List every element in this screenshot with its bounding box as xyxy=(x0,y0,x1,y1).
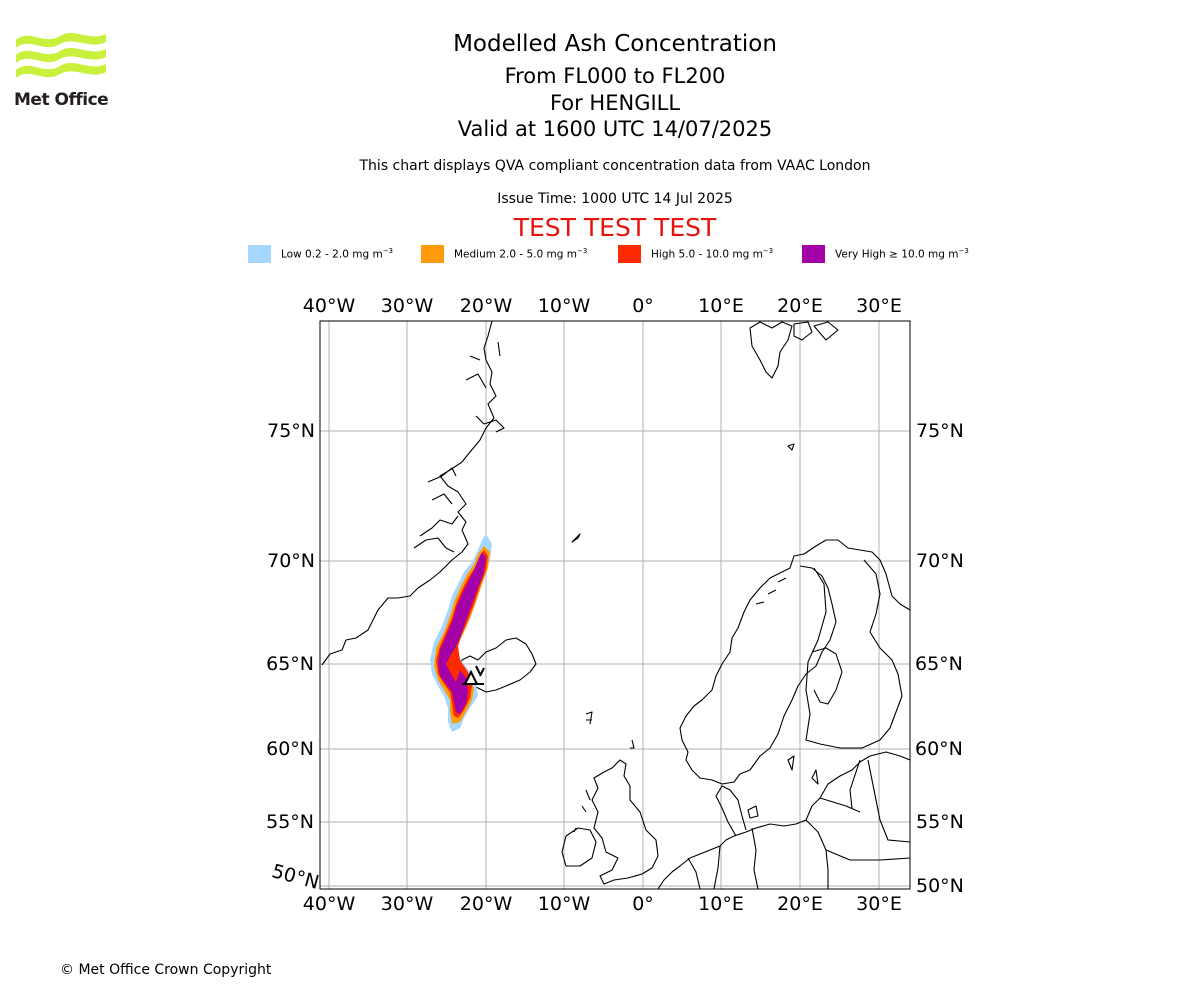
lon-label: 20°W xyxy=(460,893,513,915)
chart-title: Modelled Ash Concentration xyxy=(453,31,777,57)
greenland-coast xyxy=(321,321,497,666)
gotland xyxy=(787,755,819,785)
lat-labels-right: 75°N 70°N 65°N 60°N 55°N 50°N xyxy=(915,420,964,897)
lat-label: 70°N xyxy=(916,550,964,572)
europe-coast xyxy=(657,751,910,889)
lon-label: 20°E xyxy=(777,893,823,915)
denmark-coast xyxy=(715,785,759,837)
legend-item-medium: Medium 2.0 - 5.0 mg m−3 xyxy=(421,244,587,264)
lat-label: 60°N xyxy=(915,738,963,760)
lon-label: 10°W xyxy=(538,295,591,317)
met-office-logo: Met Office xyxy=(14,30,110,114)
country-borders xyxy=(687,759,910,889)
lat-label: 55°N xyxy=(916,811,964,833)
faroe-islands xyxy=(585,711,593,725)
legend-item-high: High 5.0 - 10.0 mg m−3 xyxy=(618,244,773,264)
volcano-triangle-icon xyxy=(462,665,485,685)
lon-label: 10°E xyxy=(698,295,744,317)
lon-label: 20°E xyxy=(777,295,823,317)
lon-label: 20°W xyxy=(460,295,513,317)
lon-label: 30°E xyxy=(856,295,902,317)
lon-label: 30°W xyxy=(381,295,434,317)
flight-level-range: From FL000 to FL200 xyxy=(504,64,726,88)
lofoten xyxy=(755,577,787,605)
greenland-fjords xyxy=(413,341,505,553)
met-office-waves-logo xyxy=(16,33,106,78)
britain-coast xyxy=(591,759,659,885)
lon-labels-bottom: 40°W 30°W 20°W 10°W 0° 10°E 20°E 30°E xyxy=(303,893,902,915)
valid-time: Valid at 1600 UTC 14/07/2025 xyxy=(457,117,773,141)
map-content xyxy=(320,321,910,889)
issue-time: Issue Time: 1000 UTC 14 Jul 2025 xyxy=(497,191,733,207)
lat-label: 60°N xyxy=(266,738,314,760)
legend-label-low: Low 0.2 - 2.0 mg m−3 xyxy=(281,247,394,261)
legend-label-very-high: Very High ≥ 10.0 mg m−3 xyxy=(835,247,969,261)
legend-item-very-high: Very High ≥ 10.0 mg m−3 xyxy=(802,244,969,264)
map-frame xyxy=(319,320,911,890)
lat-label: 55°N xyxy=(266,811,314,833)
lon-labels-top: 40°W 30°W 20°W 10°W 0° 10°E 20°E 30°E xyxy=(303,295,902,317)
test-banner: TEST TEST TEST xyxy=(513,213,717,242)
norway-coast xyxy=(679,539,910,785)
lon-label: 40°W xyxy=(303,295,356,317)
copyright-notice: © Met Office Crown Copyright xyxy=(60,962,272,978)
hebrides xyxy=(573,789,591,833)
lat-labels-left: 75°N 70°N 65°N 60°N 55°N 50°N xyxy=(266,420,321,894)
lon-label: 0° xyxy=(632,893,654,915)
ash-very-high-area xyxy=(438,552,486,714)
met-office-logo-text: Met Office xyxy=(14,90,109,110)
lon-label: 30°W xyxy=(381,893,434,915)
lat-label: 50°N xyxy=(269,860,321,894)
lat-label: 75°N xyxy=(267,420,315,442)
legend-item-low: Low 0.2 - 2.0 mg m−3 xyxy=(248,244,393,264)
jan-mayen xyxy=(571,533,581,543)
ash-plume xyxy=(430,534,492,732)
iceland-coast xyxy=(457,637,537,693)
legend-swatch-low xyxy=(248,245,271,263)
lat-label: 70°N xyxy=(267,550,315,572)
legend-label-medium: Medium 2.0 - 5.0 mg m−3 xyxy=(454,247,588,261)
lat-label: 65°N xyxy=(266,653,314,675)
coastlines xyxy=(321,321,910,889)
volcano-name: For HENGILL xyxy=(549,91,681,115)
lat-label: 65°N xyxy=(915,653,963,675)
graticule xyxy=(320,321,910,889)
legend-swatch-high xyxy=(618,245,641,263)
legend-label-high: High 5.0 - 10.0 mg m−3 xyxy=(651,247,774,261)
ireland-coast xyxy=(561,827,597,867)
svalbard-coast xyxy=(749,321,839,379)
sweden-finland xyxy=(739,559,903,775)
lon-label: 0° xyxy=(632,295,654,317)
lon-label: 30°E xyxy=(856,893,902,915)
bear-island xyxy=(787,443,795,451)
lon-label: 10°W xyxy=(538,893,591,915)
legend-swatch-medium xyxy=(421,245,444,263)
legend-swatch-very-high xyxy=(802,245,825,263)
lon-label: 10°E xyxy=(698,893,744,915)
chart-subtitle: This chart displays QVA compliant concen… xyxy=(359,158,871,174)
lon-label: 40°W xyxy=(303,893,356,915)
gulf-of-bothnia xyxy=(811,647,843,705)
shetland xyxy=(630,739,635,749)
lat-label: 75°N xyxy=(916,420,964,442)
lat-label: 50°N xyxy=(916,875,964,897)
